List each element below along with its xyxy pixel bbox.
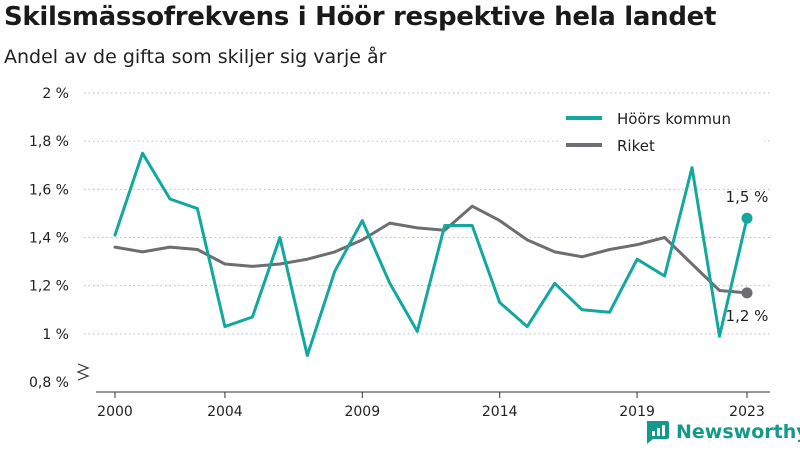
legend-background — [558, 100, 764, 162]
series-line — [113, 204, 749, 295]
y-axis-ticks: 0,8 % 1 % 1,2 % 1,4 % 1,6 % 1,8 % 2 % — [29, 86, 90, 391]
y-tick-label: 1,4 % — [29, 231, 69, 247]
chart-subtitle: Andel av de gifta som skiljer sig varje … — [4, 46, 387, 68]
y-tick-label: 1,8 % — [29, 134, 69, 150]
series-end-point — [741, 212, 753, 224]
legend-label: Höörs kommun — [617, 110, 731, 128]
y-tick-label: 2 % — [42, 86, 69, 102]
y-tick-label: 1 % — [42, 327, 69, 343]
end-value-label: 1,5 % — [726, 188, 769, 206]
chart-title: Skilsmässofrekvens i Höör respektive hel… — [4, 2, 717, 32]
x-tick-label: 2004 — [207, 404, 243, 420]
y-tick-label: 1,6 % — [29, 182, 69, 198]
y-tick-label: 1,2 % — [29, 279, 69, 295]
y-tick-label: 0,8 % — [29, 375, 69, 391]
x-tick-label: 2019 — [619, 404, 655, 420]
brand-name: Newsworthy — [676, 421, 800, 443]
x-axis: 2000 2004 2009 2014 2019 2023 — [96, 391, 770, 420]
end-value-label: 1,2 % — [726, 307, 769, 325]
legend: Höörs kommun Riket — [558, 100, 764, 162]
x-tick-label: 2000 — [97, 404, 133, 420]
x-tick-label: 2023 — [729, 404, 765, 420]
series-line — [113, 151, 749, 357]
legend-label: Riket — [617, 137, 655, 155]
series-end-point — [741, 287, 753, 299]
axis-break-icon — [76, 363, 90, 381]
series-lines — [113, 151, 753, 357]
end-labels: 1,5 % 1,2 % — [726, 188, 769, 325]
x-tick-label: 2014 — [482, 404, 518, 420]
newsworthy-logo-icon — [646, 421, 669, 444]
brand-logo: Newsworthy — [644, 419, 800, 445]
x-tick-label: 2009 — [344, 404, 380, 420]
